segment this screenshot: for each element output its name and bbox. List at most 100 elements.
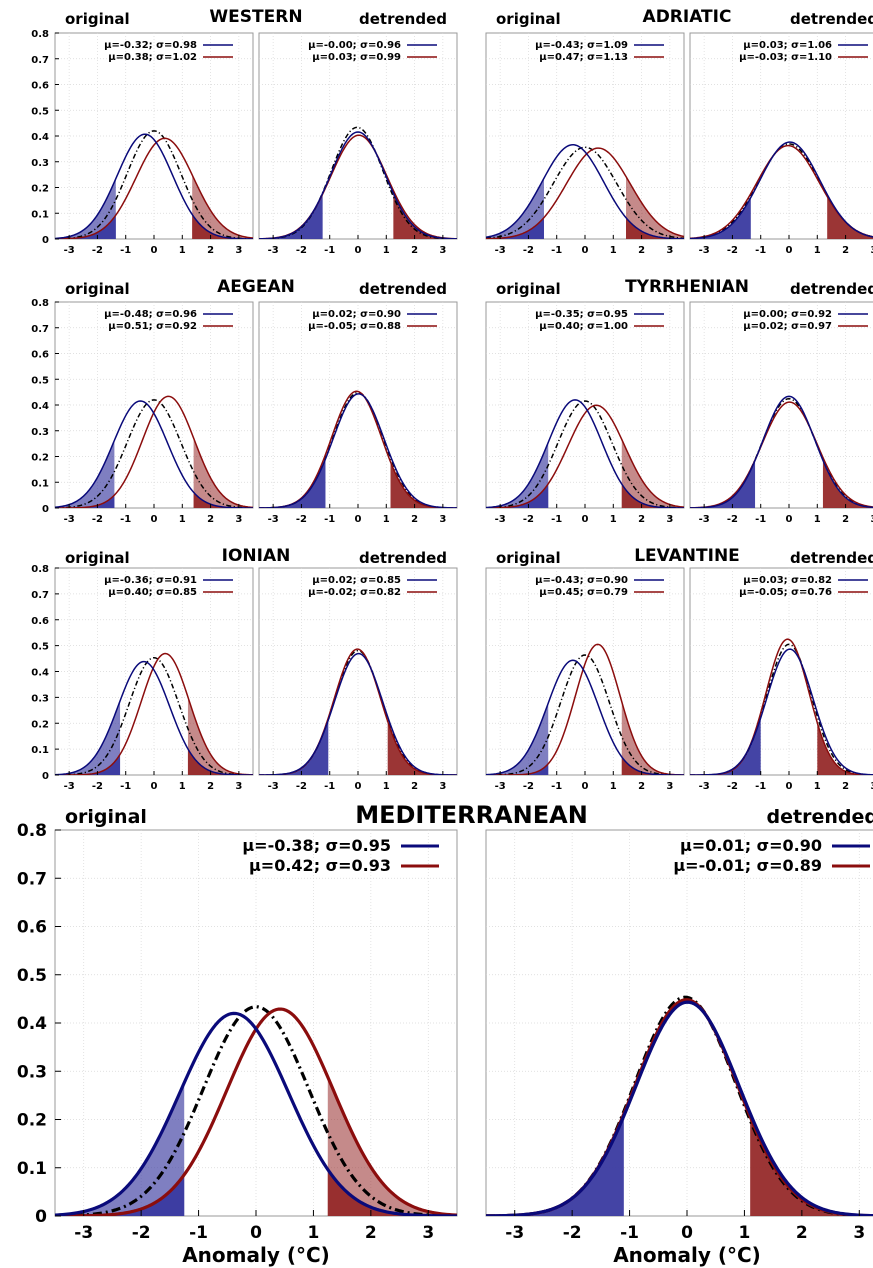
mediterranean-detrended-panel: -3 -2 -1 0 1 2 3 μ=0.01; σ=0.90μ=-0.01; σ=0.89	[485, 829, 873, 1243]
series-line-combined	[486, 400, 684, 508]
y-tick-label: 0.7	[31, 324, 49, 335]
series-line-combined	[486, 146, 684, 239]
y-tick-label: 0.1	[31, 478, 49, 489]
x-tick-label: -1	[755, 781, 766, 792]
x-tick-label: 2	[842, 781, 849, 792]
ionian-region-title: IONIAN	[222, 546, 291, 566]
series-line-blue	[690, 648, 873, 775]
y-tick-label: 0.8	[31, 298, 49, 309]
grid	[55, 33, 253, 239]
grid	[486, 830, 873, 1216]
x-tick-label: 1	[308, 1223, 320, 1243]
x-tick-label: -2	[296, 781, 307, 792]
x-tick-label: 0	[151, 245, 158, 256]
x-tick-label: 1	[383, 514, 390, 525]
legend-entry: μ=-0.32; σ=0.98	[104, 40, 197, 51]
legend-entry: μ=-0.38; σ=0.95	[242, 836, 391, 855]
x-tick-label: -1	[551, 514, 562, 525]
x-tick-label: -2	[92, 514, 103, 525]
legend-entry: μ=0.03; σ=0.82	[743, 575, 832, 586]
y-tick-label: 0.3	[31, 158, 49, 169]
x-tick-label: -1	[120, 781, 131, 792]
cold-tail-fill-light	[55, 700, 121, 775]
levantine-detrended-label: detrended	[790, 549, 873, 567]
x-tick-label: 0	[151, 781, 158, 792]
legend-entry: μ=0.02; σ=0.85	[312, 575, 401, 586]
y-tick-label: 0.8	[17, 821, 47, 841]
y-tick-label: 0.6	[31, 81, 49, 92]
x-tick-label: 0	[250, 1223, 262, 1243]
y-tick-label: 0.7	[31, 590, 49, 601]
y-tick-label: 0.6	[17, 918, 47, 938]
legend-entry: μ=0.02; σ=0.97	[743, 321, 832, 332]
x-tick-label: 1	[739, 1223, 751, 1243]
legend-entry: μ=0.45; σ=0.79	[539, 587, 628, 598]
x-tick-label: 3	[870, 245, 873, 256]
x-tick-label: 2	[411, 781, 418, 792]
x-tick-label: 3	[422, 1223, 434, 1243]
cold-tail-fill	[259, 458, 326, 508]
y-tick-label: 0.8	[31, 564, 49, 575]
legend-entry: μ=-0.05; σ=0.88	[308, 321, 401, 332]
y-tick-label: 0	[42, 504, 49, 515]
x-tick-label: -2	[92, 245, 103, 256]
x-tick-label: 0	[355, 514, 362, 525]
adriatic-region-title: ADRIATIC	[643, 7, 732, 27]
x-tick-label: 3	[439, 514, 446, 525]
cold-tail-fill	[259, 720, 329, 775]
warm-tail-fill-dark	[626, 217, 684, 239]
y-tick-label: 0.5	[31, 375, 49, 386]
y-tick-label: 0.1	[31, 209, 49, 220]
x-tick-label: -3	[74, 1223, 93, 1243]
series-line-blue	[55, 660, 253, 775]
warm-tail-fill-dark	[327, 1169, 457, 1216]
grid	[55, 302, 253, 508]
y-tick-label: 0.3	[31, 693, 49, 704]
x-tick-label: -2	[523, 781, 534, 792]
series-line-blue	[486, 144, 684, 239]
x-tick-label: 3	[235, 245, 242, 256]
cold-tail-fill-dark	[486, 217, 544, 239]
series-line-red	[486, 147, 684, 239]
x-tick-label: -3	[699, 514, 710, 525]
cold-tail-fill	[690, 717, 761, 775]
x-tick-label: 1	[814, 514, 821, 525]
warm-tail-fill	[750, 1116, 873, 1216]
y-tick-label: 0.5	[31, 106, 49, 117]
x-tick-label: -1	[551, 781, 562, 792]
x-tick-label: 2	[842, 245, 849, 256]
x-tick-label: 0	[786, 514, 793, 525]
cold-tail-fill	[486, 1116, 624, 1216]
x-tick-label: 1	[383, 781, 390, 792]
y-tick-label: 0	[42, 771, 49, 782]
grid	[486, 568, 684, 775]
grid	[690, 33, 873, 239]
x-tick-label: 1	[814, 781, 821, 792]
legend-entry: μ=-0.02; σ=0.82	[308, 587, 401, 598]
x-tick-label: 3	[235, 514, 242, 525]
legend-entry: μ=-0.48; σ=0.96	[104, 309, 197, 320]
tyrrhenian-region-title: TYRRHENIAN	[625, 277, 749, 297]
cold-tail-fill-light	[55, 1082, 185, 1216]
x-tick-label: 1	[179, 781, 186, 792]
x-tick-label: 3	[439, 781, 446, 792]
series-line-blue	[690, 141, 873, 239]
mediterranean-region-title: MEDITERRANEAN	[355, 801, 588, 829]
y-tick-label: 0.4	[31, 668, 49, 679]
x-tick-label: -3	[64, 245, 75, 256]
aegean-region-title: AEGEAN	[217, 277, 295, 297]
x-tick-label: -1	[324, 514, 335, 525]
series-line-red	[55, 137, 253, 239]
x-tick-label: 3	[853, 1223, 865, 1243]
legend-entry: μ=0.03; σ=1.06	[743, 40, 832, 51]
series-line-red	[690, 401, 873, 508]
x-tick-label: 0	[786, 781, 793, 792]
x-tick-label: 0	[355, 245, 362, 256]
warm-tail-fill	[390, 461, 457, 508]
legend-entry: μ=-0.43; σ=1.09	[535, 40, 628, 51]
series-line-blue	[259, 131, 457, 239]
series-line-combined	[486, 654, 684, 775]
x-tick-label: -2	[727, 245, 738, 256]
warm-tail-fill-light	[327, 1077, 457, 1216]
